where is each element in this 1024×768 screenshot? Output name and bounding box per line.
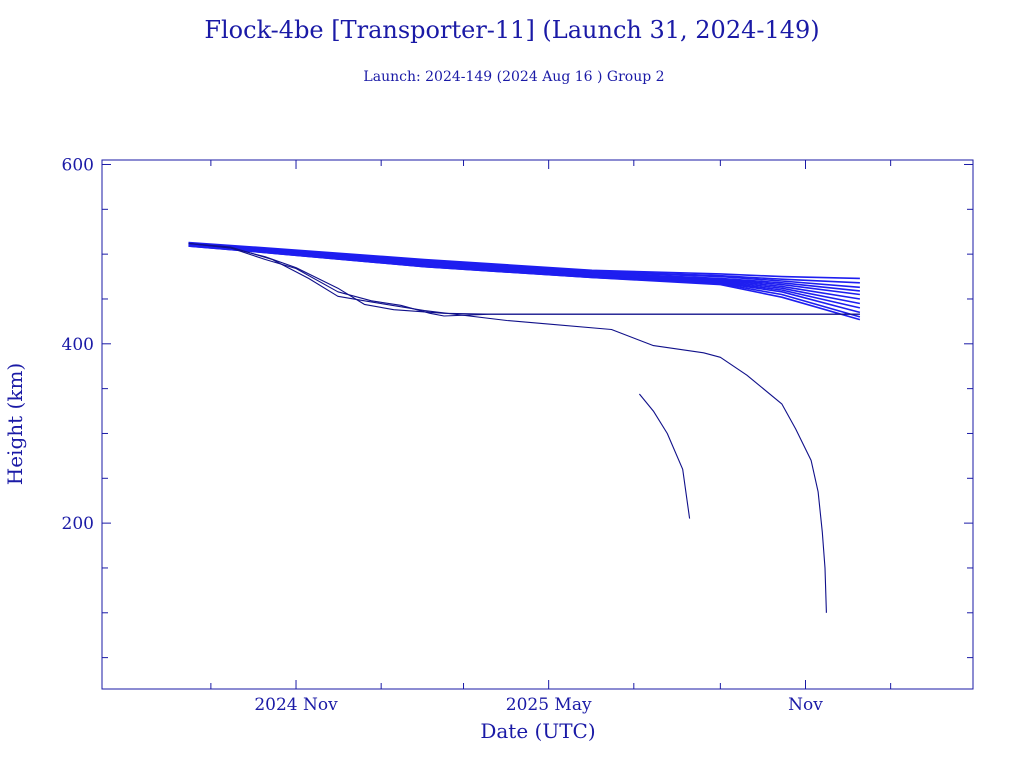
chart-subtitle: Launch: 2024-149 (2024 Aug 16 ) Group 2 [363,69,664,85]
plot-frame [101,159,974,690]
series-line [638,393,691,519]
x-axis-label: Date (UTC) [480,719,595,743]
series-line [188,244,861,314]
tick-labels: 2024 Nov 2025 May Nov 200 400 600 [62,155,824,715]
series-line [188,241,860,280]
series-line [188,244,861,305]
x-tick-label: Nov [788,695,823,715]
series-line [188,242,860,289]
chart-title: Flock-4be [Transporter-11] (Launch 31, 2… [204,16,819,44]
y-tick-label: 200 [62,514,94,534]
series-line [188,242,860,317]
series-line [188,242,827,613]
series-line [188,243,861,296]
series-line [188,245,861,321]
axis-ticks [102,160,973,689]
y-tick-label: 400 [62,335,94,355]
series-group [188,241,861,613]
x-tick-label: 2025 May [506,695,592,715]
y-axis-label: Height (km) [3,363,27,485]
x-tick-label: 2024 Nov [254,695,338,715]
y-tick-label: 600 [62,155,94,175]
